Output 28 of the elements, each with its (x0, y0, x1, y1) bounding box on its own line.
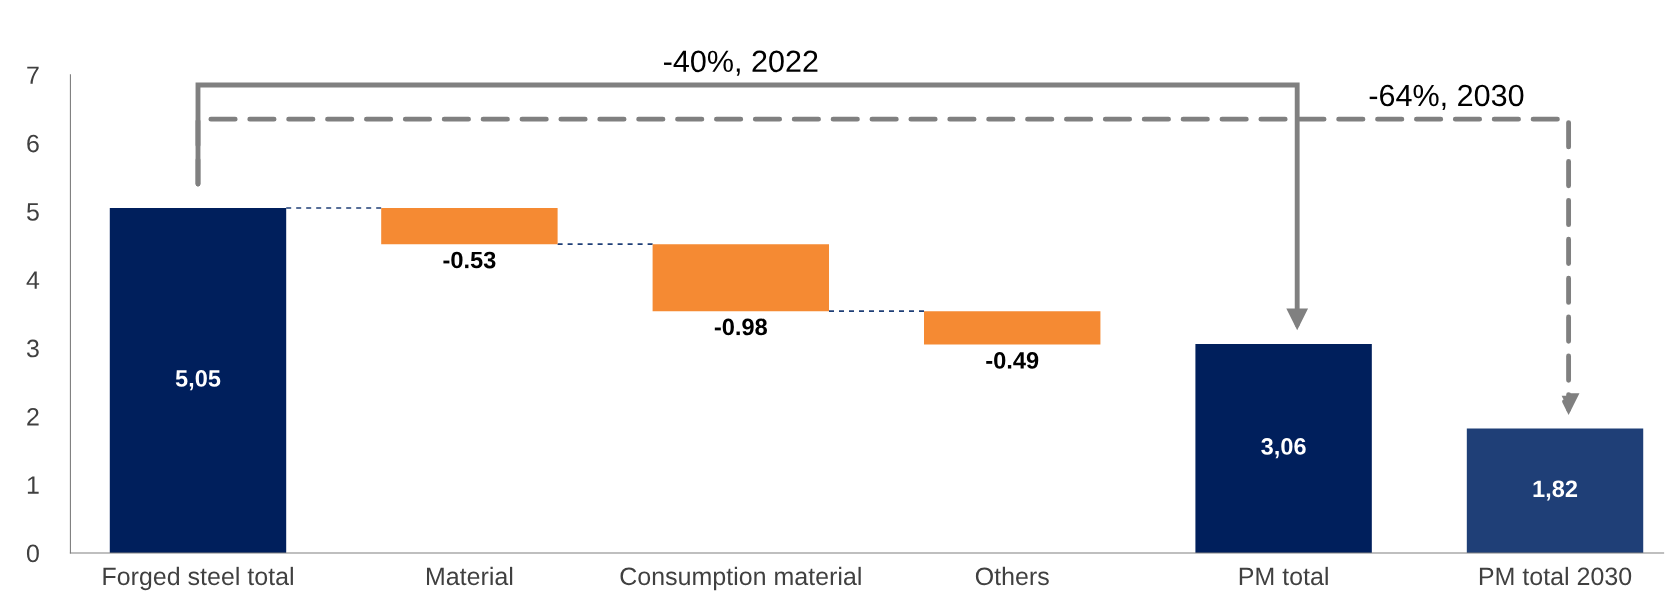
y-tick-label: 7 (27, 66, 39, 84)
bar (924, 311, 1101, 345)
y-tick-label: 4 (26, 271, 40, 289)
data-label: -0.53 (443, 251, 496, 269)
x-tick-label: Others (975, 566, 1049, 586)
bar (381, 207, 558, 245)
y-tick-label: 6 (27, 134, 39, 153)
y-tick-label: 0 (26, 544, 39, 563)
data-label: -0.98 (714, 318, 767, 336)
x-tick-label: Material (427, 566, 513, 586)
data-label: 3,06 (1261, 438, 1306, 459)
bar (652, 244, 830, 312)
x-tick-label: PM total 2030 (1479, 566, 1632, 586)
bar (1195, 343, 1372, 553)
x-tick-label: Forged steel total (103, 566, 293, 591)
y-tick-label: 3 (26, 339, 39, 358)
data-label: 1,82 (1533, 480, 1578, 501)
bar (1466, 428, 1644, 553)
y-tick-label: 1 (27, 476, 39, 494)
y-tick-label: 5 (26, 203, 39, 221)
annotation: -64%, 2030 (1369, 84, 1524, 110)
x-tick-label: PM total (1239, 566, 1328, 586)
annotation: -40%, 2022 (664, 50, 818, 76)
data-label: 5,05 (175, 370, 221, 391)
x-tick-label: Consumption material (620, 566, 861, 591)
bar (109, 207, 287, 553)
data-label: -0.49 (986, 352, 1039, 369)
y-tick-label: 2 (27, 407, 39, 426)
